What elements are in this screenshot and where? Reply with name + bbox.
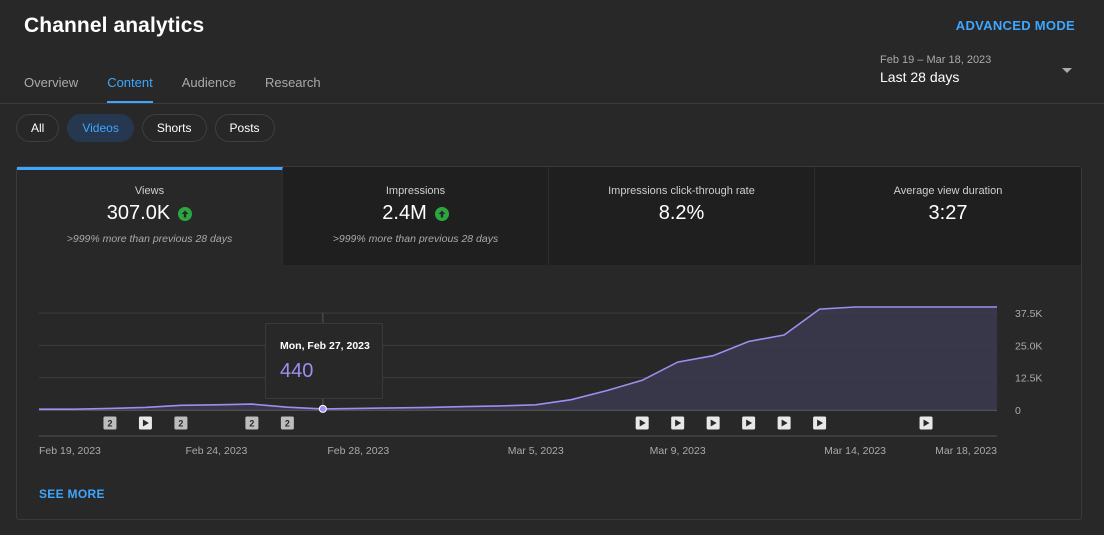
tab-bar: Overview Content Audience Research: [24, 60, 350, 104]
x-tick-label: Feb 24, 2023: [185, 445, 247, 457]
caret-down-icon[interactable]: [1062, 68, 1072, 73]
metric-impressions[interactable]: Impressions 2.4M >999% more than previou…: [283, 167, 549, 265]
marker-count: 2: [178, 419, 183, 429]
date-range-label: Last 28 days: [880, 69, 960, 85]
x-tick-label: Mar 5, 2023: [508, 445, 564, 457]
page-title: Channel analytics: [24, 14, 205, 37]
play-icon: [639, 419, 646, 427]
series-line: [39, 306, 997, 410]
metric-delta: >999% more than previous 28 days: [332, 233, 499, 245]
views-chart[interactable]: 0 12.5K 25.0K 37.5K 2 2 2 2 Feb 19, 2023 Feb 24, …: [17, 167, 1083, 467]
x-tick-label: Feb 28, 2023: [327, 445, 389, 457]
see-more-button[interactable]: SEE MORE: [39, 487, 105, 501]
date-range-picker[interactable]: Feb 19 – Mar 18, 2023 Last 28 days: [880, 54, 1080, 94]
play-icon: [817, 419, 824, 427]
metric-label: Impressions click-through rate: [608, 185, 755, 197]
metric-tabs: Views 307.0K >999% more than previous 28…: [17, 167, 1081, 265]
play-icon: [675, 419, 682, 427]
advanced-mode-button[interactable]: ADVANCED MODE: [955, 18, 1075, 33]
metric-label: Impressions: [385, 185, 446, 197]
play-icon: [923, 419, 930, 427]
hover-point: [318, 404, 327, 413]
x-tick-label: Mar 14, 2023: [824, 445, 886, 457]
content-filter-chips: All Videos Shorts Posts: [16, 114, 283, 142]
metric-value: 2.4M: [382, 202, 427, 224]
play-icon: [142, 419, 149, 427]
multi-upload-marker-icon: [174, 416, 188, 430]
header-divider: [0, 103, 1104, 104]
analytics-card: Views 307.0K >999% more than previous 28…: [16, 166, 1082, 520]
arrow-up-icon: [178, 206, 193, 221]
chart-tooltip: Mon, Feb 27, 2023 440: [265, 323, 383, 399]
y-tick-label: 12.5K: [1015, 373, 1042, 385]
chip-posts[interactable]: Posts: [214, 114, 275, 142]
multi-upload-marker-icon: [245, 416, 259, 430]
x-tick-label: Feb 19, 2023: [39, 445, 101, 457]
marker-count: 2: [249, 419, 254, 429]
metric-delta: >999% more than previous 28 days: [66, 233, 233, 245]
play-icon: [746, 419, 753, 427]
chip-shorts[interactable]: Shorts: [141, 114, 207, 142]
metric-value: 307.0K: [106, 202, 171, 224]
multi-upload-marker-icon: [103, 416, 117, 430]
y-tick-label: 25.0K: [1015, 340, 1042, 352]
tooltip-date: Mon, Feb 27, 2023: [280, 340, 370, 352]
x-tick-label: Mar 18, 2023: [935, 445, 997, 457]
metric-value: 8.2%: [658, 202, 705, 224]
date-range-text: Feb 19 – Mar 18, 2023: [880, 54, 992, 66]
tooltip-value: 440: [280, 360, 314, 382]
metric-avg-view-duration[interactable]: Average view duration 3:27: [815, 167, 1081, 265]
x-tick-label: Mar 9, 2023: [650, 445, 706, 457]
metric-value: 3:27: [928, 202, 968, 224]
metric-label: Average view duration: [893, 185, 1003, 197]
y-tick-label: 0: [1015, 405, 1021, 417]
tab-overview[interactable]: Overview: [24, 75, 79, 90]
tab-audience[interactable]: Audience: [181, 75, 236, 90]
play-icon: [781, 419, 788, 427]
marker-count: 2: [285, 419, 290, 429]
chip-all[interactable]: All: [16, 114, 60, 142]
metric-label: Views: [134, 185, 165, 197]
metric-ctr[interactable]: Impressions click-through rate 8.2%: [549, 167, 815, 265]
play-icon: [710, 419, 717, 427]
tab-research[interactable]: Research: [264, 75, 321, 90]
tab-content[interactable]: Content: [107, 60, 153, 103]
y-tick-label: 37.5K: [1015, 308, 1042, 320]
arrow-up-icon: [434, 206, 449, 221]
metric-views[interactable]: Views 307.0K >999% more than previous 28…: [17, 167, 283, 265]
chip-videos[interactable]: Videos: [67, 114, 134, 142]
series-area: [39, 307, 997, 410]
multi-upload-marker-icon: [280, 416, 294, 430]
marker-count: 2: [107, 419, 112, 429]
